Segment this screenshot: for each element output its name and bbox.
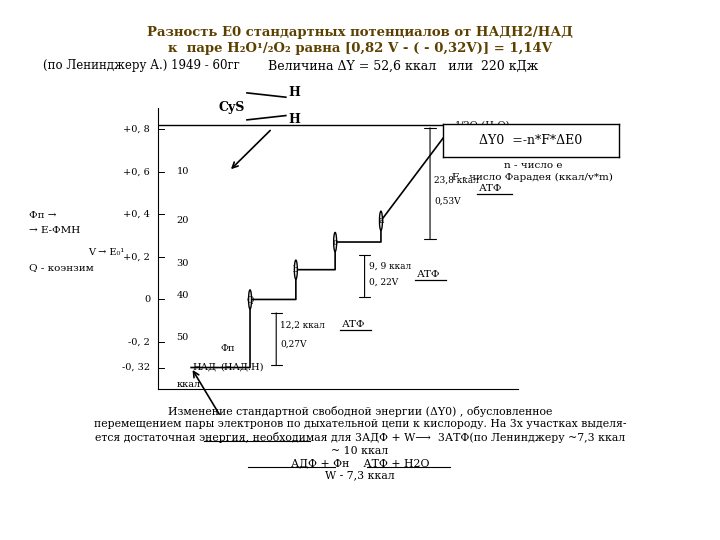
Text: (по Ленинджеру А.) 1949 - 60гг: (по Ленинджеру А.) 1949 - 60гг — [43, 59, 240, 72]
Text: 0: 0 — [144, 295, 150, 304]
Text: 40: 40 — [176, 291, 189, 300]
Text: 23,8 ккал: 23,8 ккал — [434, 176, 479, 185]
Text: НАД: НАД — [193, 363, 217, 372]
Text: -0, 2: -0, 2 — [128, 338, 150, 347]
Text: CyS: CyS — [218, 102, 245, 114]
Text: ~ 10 ккал: ~ 10 ккал — [331, 446, 389, 456]
Text: W - 7,3 ккал: W - 7,3 ккал — [325, 470, 395, 480]
Text: 12,2 ккал: 12,2 ккал — [280, 320, 325, 329]
Text: Q - коэнзим: Q - коэнзим — [29, 263, 94, 272]
Text: +0, 4: +0, 4 — [123, 210, 150, 219]
Circle shape — [248, 290, 251, 309]
Text: Изменение стандартной свободной энергии (ΔY0) , обусловленное: Изменение стандартной свободной энергии … — [168, 406, 552, 417]
Text: V → E₀¹: V → E₀¹ — [88, 248, 124, 257]
Text: H: H — [288, 86, 300, 99]
Text: 0,27V: 0,27V — [280, 340, 307, 349]
Text: (НАД.Н): (НАД.Н) — [220, 363, 264, 372]
Text: ккал: ккал — [176, 380, 201, 389]
Text: Фп →: Фп → — [29, 212, 56, 220]
Text: АТФ: АТФ — [342, 320, 365, 329]
Text: b: b — [293, 265, 299, 274]
Text: АДФ + Фн    АТФ + Н2О: АДФ + Фн АТФ + Н2О — [291, 458, 429, 468]
Text: перемещением пары электронов по дыхательной цепи к кислороду. На 3х участках выд: перемещением пары электронов по дыхатель… — [94, 420, 626, 429]
Text: 0,53V: 0,53V — [434, 197, 461, 206]
Text: n - число е: n - число е — [503, 161, 562, 170]
Text: H: H — [288, 113, 300, 126]
Text: +0, 8: +0, 8 — [123, 125, 150, 134]
Text: a: a — [378, 216, 384, 225]
Text: к  паре H₂O¹/₂O₂ равна [0,82 V - ( - 0,32V)] = 1,14V: к паре H₂O¹/₂O₂ равна [0,82 V - ( - 0,32… — [168, 42, 552, 55]
Text: +0, 6: +0, 6 — [123, 167, 150, 177]
Text: 1/2O₂(H₂O): 1/2O₂(H₂O) — [454, 120, 510, 130]
Text: 9, 9 ккал: 9, 9 ккал — [369, 262, 410, 271]
Circle shape — [379, 211, 382, 231]
Text: c: c — [333, 238, 338, 247]
Text: АТФ: АТФ — [417, 271, 441, 280]
Text: Величина ΔY = 52,6 ккал   или  220 кДж: Величина ΔY = 52,6 ккал или 220 кДж — [268, 59, 539, 72]
Circle shape — [294, 260, 297, 279]
Text: ется достаточная энергия, необходимая для 3АДФ + W⟶  3АТФ(по Ленинджеру ~7,3 кка: ется достаточная энергия, необходимая дл… — [95, 432, 625, 443]
Circle shape — [333, 232, 337, 252]
Text: -0, 32: -0, 32 — [122, 363, 150, 372]
Text: 30: 30 — [176, 259, 189, 268]
Text: 50: 50 — [176, 333, 189, 342]
Text: 10: 10 — [176, 167, 189, 177]
Text: Q: Q — [246, 295, 253, 304]
Text: ΔY0  =-n*F*ΔE0: ΔY0 =-n*F*ΔE0 — [480, 134, 582, 147]
Text: АТФ: АТФ — [479, 184, 503, 193]
Text: 0, 22V: 0, 22V — [369, 278, 397, 287]
Text: F - число Фарадея (ккал/v*m): F - число Фарадея (ккал/v*m) — [452, 173, 613, 181]
Text: → Е-ФМН: → Е-ФМН — [29, 226, 80, 234]
Text: Разность Е0 стандартных потенциалов от НАДН2/НАД: Разность Е0 стандартных потенциалов от Н… — [147, 26, 573, 39]
Text: Фп: Фп — [220, 344, 235, 353]
Text: 20: 20 — [176, 216, 189, 225]
Text: +0, 2: +0, 2 — [123, 252, 150, 261]
